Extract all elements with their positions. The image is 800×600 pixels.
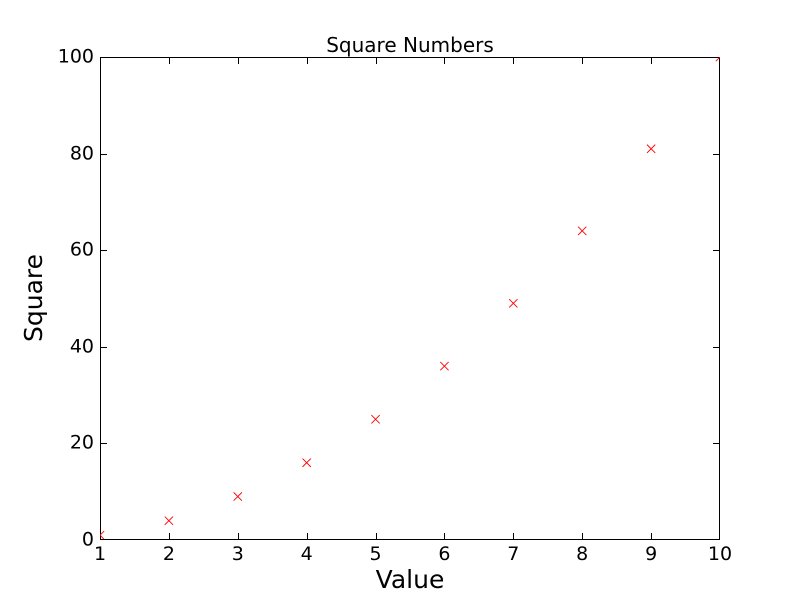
scatter-marker	[646, 144, 656, 154]
scatter-marker	[100, 530, 105, 540]
x-tick-label: 10	[707, 543, 733, 565]
x-tick-label: 6	[438, 543, 451, 565]
x-tick-label: 5	[369, 543, 382, 565]
x-tick-label: 1	[93, 543, 107, 565]
scatter-marker	[715, 57, 720, 62]
scatter-marker	[439, 361, 449, 371]
y-tick-label: 0	[81, 528, 94, 551]
scatter-canvas	[100, 57, 720, 540]
scatter-marker	[233, 492, 243, 501]
scatter-marker	[508, 298, 518, 308]
x-tick-label: 8	[576, 543, 589, 565]
y-tick-label: 60	[69, 238, 94, 261]
y-tick-label: 80	[69, 142, 94, 165]
y-axis-label: Square	[19, 253, 48, 343]
scatter-marker	[577, 226, 587, 236]
scatter-marker	[371, 414, 381, 424]
scatter-marker	[302, 458, 312, 468]
plot-area	[100, 57, 720, 540]
y-tick-label: 20	[69, 431, 94, 454]
plot-border	[100, 57, 720, 540]
scatter-series	[100, 57, 720, 540]
x-tick-label: 9	[645, 543, 658, 565]
x-axis-label: Value	[375, 565, 445, 594]
x-tick-label: 2	[162, 543, 175, 565]
axes-spines-and-ticks	[100, 57, 720, 540]
x-tick-label: 7	[507, 543, 520, 565]
x-tick-label: 3	[231, 543, 244, 565]
scatter-marker	[164, 516, 174, 526]
y-tick-label: 40	[69, 335, 94, 358]
y-tick-label: 100	[57, 45, 94, 68]
chart-title: Square Numbers	[326, 33, 494, 57]
x-tick-label: 4	[300, 543, 313, 565]
